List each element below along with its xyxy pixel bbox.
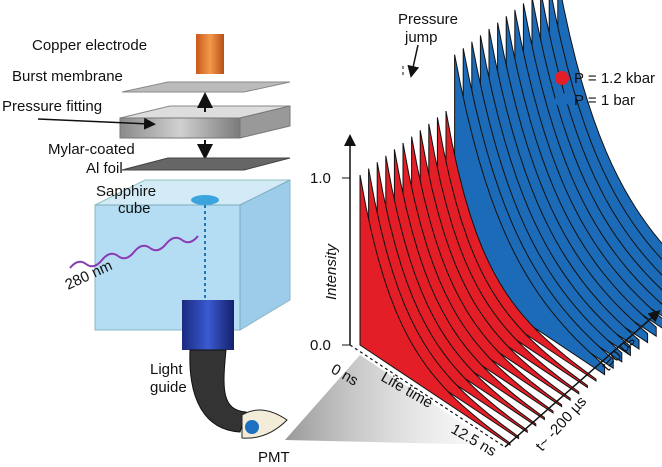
annotation: Pressure xyxy=(398,11,458,28)
y-tick-label: 1.0 xyxy=(310,170,331,187)
fitting-front xyxy=(120,118,240,138)
jump-arrow xyxy=(412,45,418,72)
label: Light xyxy=(150,361,183,378)
legend-label: P = 1 bar xyxy=(574,92,635,109)
waterfall xyxy=(360,0,662,445)
annotation: jump xyxy=(404,29,438,46)
copper-electrode xyxy=(196,34,224,74)
label: PMT xyxy=(258,449,290,466)
label: Pressure fitting xyxy=(2,98,102,115)
label: guide xyxy=(150,379,187,396)
y-axis-label: Intensity xyxy=(323,243,340,300)
cube-side xyxy=(240,180,290,330)
y-tick-label: 0.0 xyxy=(310,337,331,354)
legend-label: P = 1.2 kbar xyxy=(574,70,655,87)
light-guide xyxy=(182,300,234,350)
guide-tube xyxy=(190,350,246,432)
label: Sapphire xyxy=(96,183,156,200)
label: Copper electrode xyxy=(32,37,147,54)
label: Mylar-coated xyxy=(48,141,135,158)
label: Burst membrane xyxy=(12,68,123,85)
al-foil xyxy=(122,158,290,170)
legend-marker xyxy=(555,71,569,85)
pupil xyxy=(245,420,259,434)
label: cube xyxy=(118,200,151,217)
cube-well xyxy=(191,195,219,205)
figure: Copper electrode Burst membrane Pressure… xyxy=(0,0,662,467)
burst-membrane xyxy=(122,82,290,92)
label: Al foil xyxy=(86,160,123,177)
legend-marker xyxy=(555,93,569,107)
